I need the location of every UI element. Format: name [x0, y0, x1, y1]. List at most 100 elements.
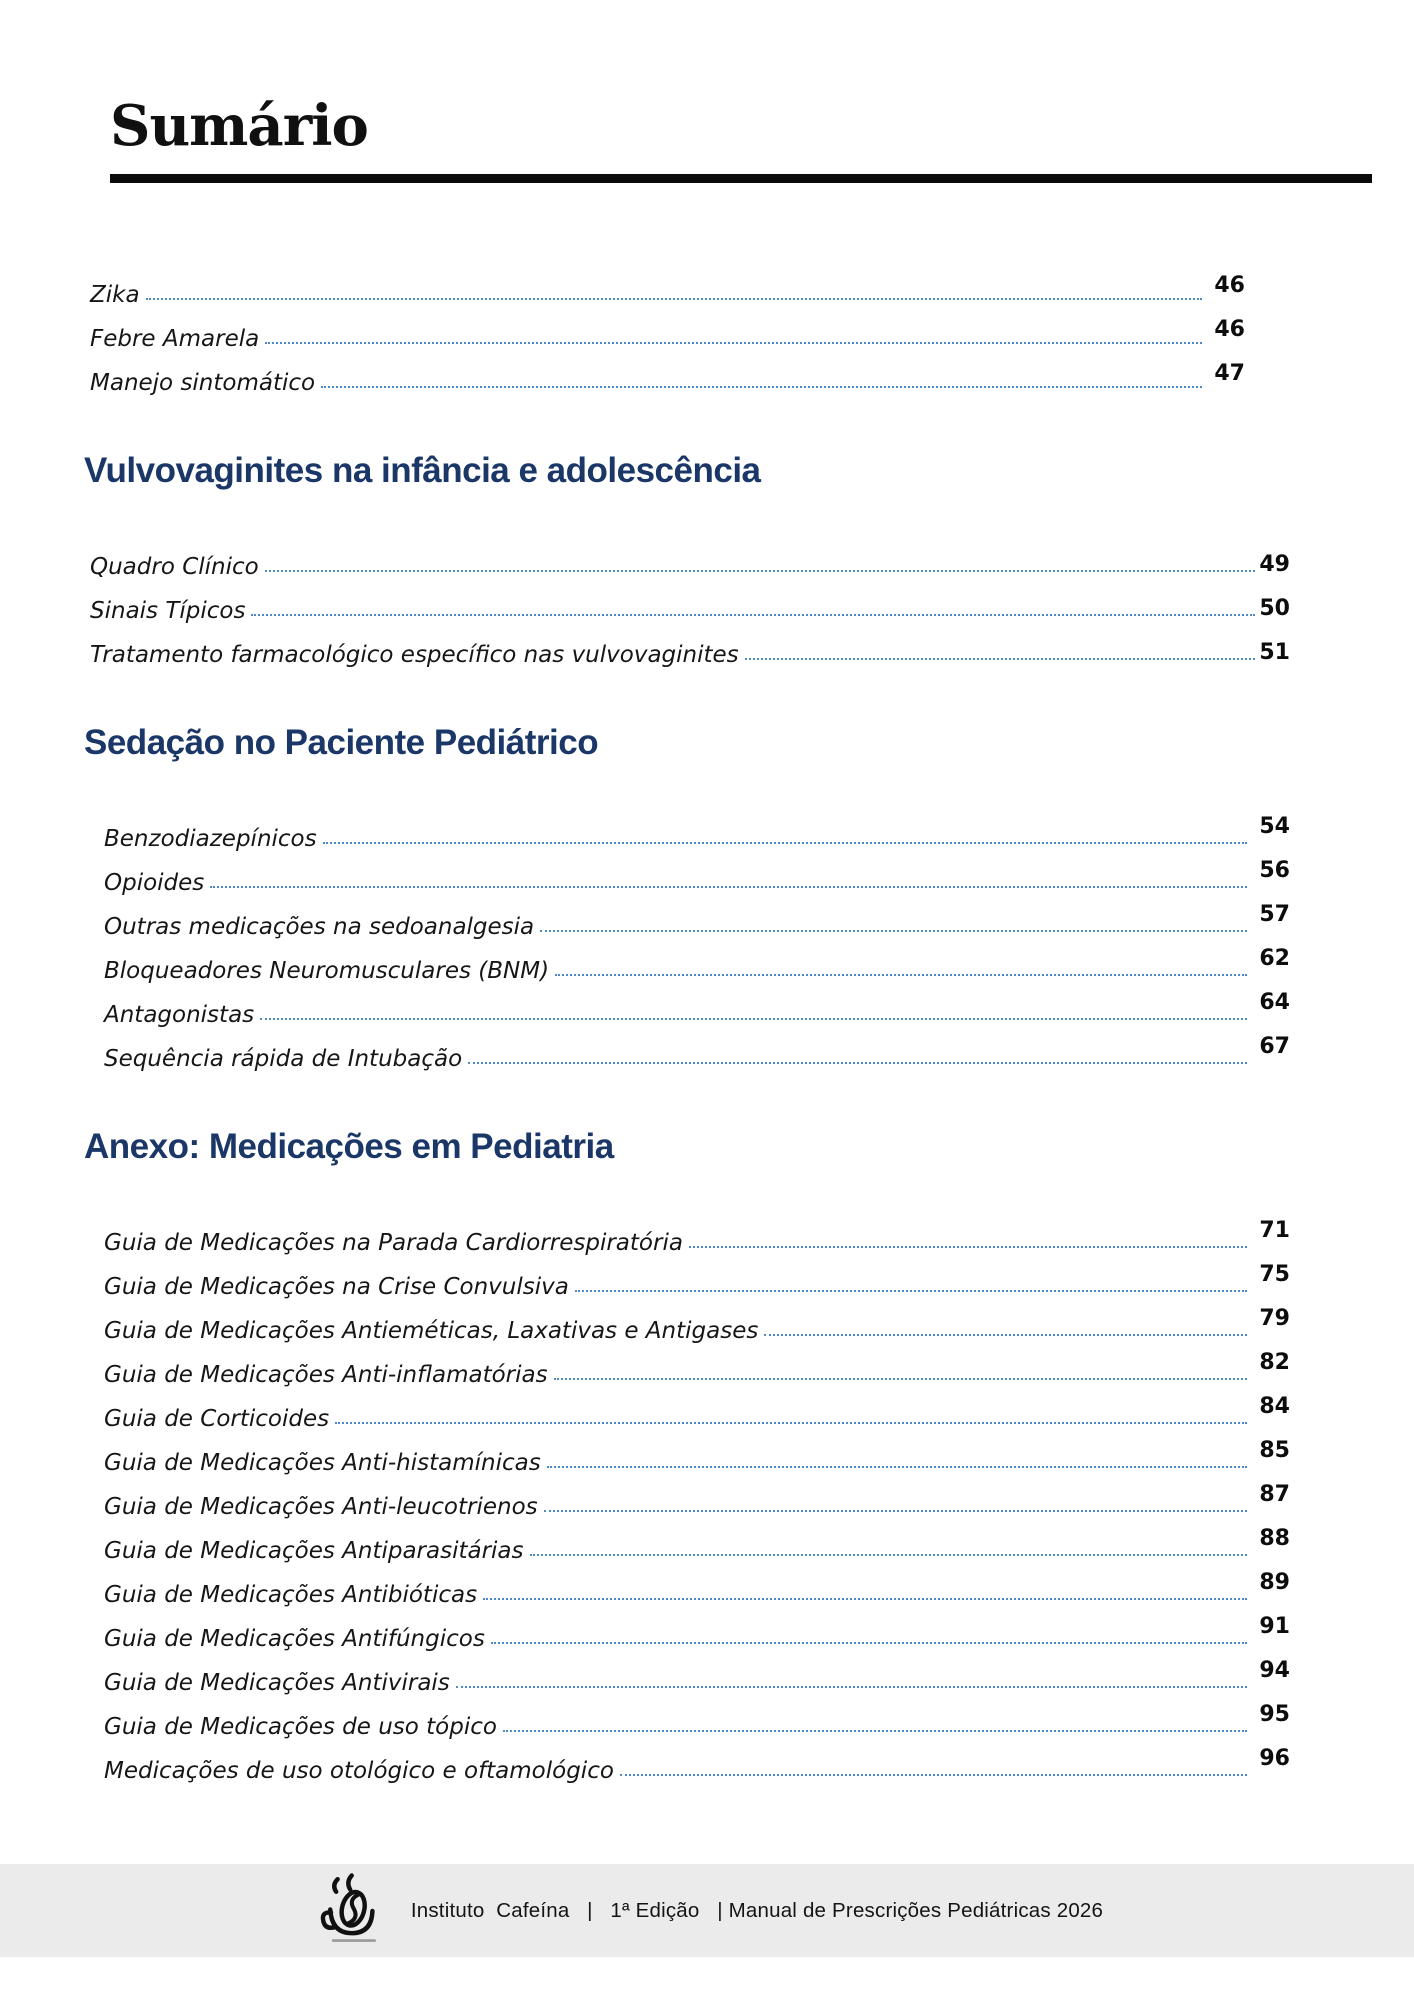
dotted-leader	[555, 973, 1248, 976]
toc-entry[interactable]: Guia de Medicações Antibióticas 89	[90, 1563, 1290, 1607]
dotted-leader	[210, 885, 1248, 888]
toc-entry-label: Guia de Medicações Antibióticas	[104, 1581, 478, 1608]
toc-entry-label: Sinais Típicos	[90, 597, 246, 624]
toc-entry-label: Benzodiazepínicos	[104, 825, 317, 852]
toc-page-number: 82	[1259, 1349, 1290, 1375]
toc-entry-label: Zika	[90, 281, 140, 308]
toc-entry[interactable]: Antagonistas 64	[90, 983, 1290, 1027]
dotted-leader	[322, 841, 1248, 844]
cup-body	[327, 1906, 375, 1935]
dotted-leader	[264, 569, 1256, 572]
toc-entry[interactable]: Guia de Medicações Anti-inflamatórias 82	[90, 1343, 1290, 1387]
dotted-leader	[764, 1333, 1248, 1336]
toc-page-number: 47	[1214, 360, 1245, 386]
page-footer: Instituto Cafeína | 1ª Edição | Manual d…	[0, 1864, 1414, 1957]
toc-entry-label: Guia de Medicações Antieméticas, Laxativ…	[104, 1317, 759, 1344]
toc-page-number: 95	[1259, 1701, 1290, 1727]
toc-entry[interactable]: Guia de Medicações Antifúngicos 91	[90, 1607, 1290, 1651]
table-of-contents: Zika 46 Febre Amarela 46 Manejo sintomático 4…	[84, 263, 1290, 1783]
dotted-leader	[540, 929, 1248, 932]
toc-entry[interactable]: Guia de Medicações Antieméticas, Laxativ…	[90, 1299, 1290, 1343]
dotted-leader	[145, 297, 1203, 300]
dotted-leader	[490, 1641, 1248, 1644]
toc-entry-label: Opioides	[104, 869, 205, 896]
dotted-leader	[529, 1553, 1248, 1556]
toc-entry[interactable]: Sinais Típicos 50	[90, 579, 1290, 623]
toc-page-number: 71	[1259, 1217, 1290, 1243]
toc-entry[interactable]: Medicações de uso otológico e oftamológi…	[90, 1739, 1290, 1783]
toc-entry-label: Guia de Medicações Antifúngicos	[104, 1625, 485, 1652]
toc-entry[interactable]: Outras medicações na sedoanalgesia 57	[90, 895, 1290, 939]
toc-entry[interactable]: Bloqueadores Neuromusculares (BNM) 62	[90, 939, 1290, 983]
toc-entry[interactable]: Tratamento farmacológico específico nas …	[90, 623, 1290, 667]
toc-entry-label: Tratamento farmacológico específico nas …	[90, 641, 739, 668]
toc-entry-label: Outras medicações na sedoanalgesia	[104, 913, 535, 940]
toc-page-number: 79	[1259, 1305, 1290, 1331]
toc-entry-label: Guia de Corticoides	[104, 1405, 330, 1432]
page-header: Sumário	[90, 0, 1372, 183]
toc-entry[interactable]: Guia de Medicações na Crise Convulsiva 75	[90, 1255, 1290, 1299]
dotted-leader	[688, 1245, 1248, 1248]
toc-page-number: 67	[1259, 1033, 1290, 1059]
coffee-bean	[339, 1889, 367, 1928]
toc-entry[interactable]: Guia de Medicações Antivirais 94	[90, 1651, 1290, 1695]
toc-entry[interactable]: Guia de Medicações Anti-histamínicas 85	[90, 1431, 1290, 1475]
steam-line-left	[331, 1876, 340, 1894]
toc-entry-label: Sequência rápida de Intubação	[104, 1045, 463, 1072]
dotted-leader	[321, 385, 1203, 388]
footer-text: Instituto Cafeína | 1ª Edição | Manual d…	[410, 1898, 1104, 1922]
toc-entry-label: Guia de Medicações Anti-inflamatórias	[104, 1361, 548, 1388]
toc-section: Zika 46 Febre Amarela 46 Manejo sintomático 4…	[90, 263, 1290, 395]
dotted-leader	[744, 657, 1256, 660]
toc-entry[interactable]: Guia de Corticoides 84	[90, 1387, 1290, 1431]
section-heading: Sedação no Paciente Pediátrico	[84, 722, 599, 762]
toc-entry[interactable]: Sequência rápida de Intubação 67	[90, 1027, 1290, 1071]
toc-page-number: 46	[1214, 316, 1245, 342]
toc-entry-label: Antagonistas	[104, 1001, 255, 1028]
cup-handle	[320, 1909, 337, 1930]
toc-entry[interactable]: Zika 46	[90, 263, 1290, 307]
toc-page-number: 56	[1259, 857, 1290, 883]
toc-page-number: 49	[1259, 551, 1290, 577]
toc-entry-label: Febre Amarela	[90, 325, 260, 352]
dotted-leader	[265, 341, 1203, 344]
section-heading: Anexo: Medicações em Pediatria	[84, 1126, 614, 1166]
section-heading: Vulvovaginites na infância e adolescênci…	[84, 450, 761, 490]
toc-section: Sedação no Paciente Pediátrico Benzodiaze…	[84, 723, 1290, 1071]
toc-page-number: 46	[1214, 272, 1245, 298]
toc-page-number: 62	[1259, 945, 1290, 971]
toc-entry-label: Guia de Medicações na Parada Cardiorresp…	[104, 1229, 683, 1256]
dotted-leader	[260, 1017, 1248, 1020]
toc-entry[interactable]: Guia de Medicações Antiparasitárias 88	[90, 1519, 1290, 1563]
toc-entry-label: Quadro Clínico	[90, 553, 259, 580]
toc-section: Anexo: Medicações em Pediatria Guia de Me…	[84, 1127, 1290, 1783]
toc-entry-label: Guia de Medicações Antiparasitárias	[104, 1537, 524, 1564]
dotted-leader	[574, 1289, 1248, 1292]
toc-entry[interactable]: Manejo sintomático 47	[90, 351, 1290, 395]
toc-page-number: 54	[1259, 813, 1290, 839]
toc-page-number: 94	[1259, 1657, 1290, 1683]
steam-line-right	[345, 1872, 354, 1892]
toc-entry[interactable]: Guia de Medicações de uso tópico 95	[90, 1695, 1290, 1739]
dotted-leader	[502, 1729, 1248, 1732]
toc-page-number: 50	[1259, 595, 1290, 621]
page-title: Sumário	[110, 93, 369, 159]
toc-page-number: 75	[1259, 1261, 1290, 1287]
toc-entry[interactable]: Guia de Medicações na Parada Cardiorresp…	[90, 1211, 1290, 1255]
toc-page-number: 64	[1259, 989, 1290, 1015]
toc-page-number: 51	[1259, 639, 1290, 665]
toc-section: Vulvovaginites na infância e adolescênci…	[84, 451, 1290, 667]
dotted-leader	[335, 1421, 1248, 1424]
toc-entry[interactable]: Benzodiazepínicos 54	[90, 807, 1290, 851]
toc-entry[interactable]: Guia de Medicações Anti-leucotrienos 87	[90, 1475, 1290, 1519]
toc-entry[interactable]: Opioides 56	[90, 851, 1290, 895]
dotted-leader	[483, 1597, 1248, 1600]
toc-entry[interactable]: Quadro Clínico 49	[90, 535, 1290, 579]
dotted-leader	[468, 1061, 1248, 1064]
toc-entry-label: Bloqueadores Neuromusculares (BNM)	[104, 957, 550, 984]
toc-page-number: 85	[1259, 1437, 1290, 1463]
toc-entry-label: Guia de Medicações na Crise Convulsiva	[104, 1273, 569, 1300]
toc-page-number: 91	[1259, 1613, 1290, 1639]
toc-entry[interactable]: Febre Amarela 46	[90, 307, 1290, 351]
dotted-leader	[619, 1773, 1248, 1776]
